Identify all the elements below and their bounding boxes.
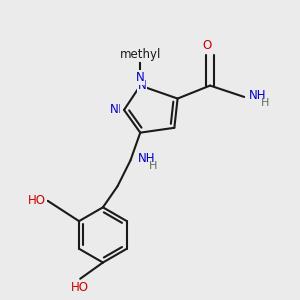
Text: O: O (203, 39, 212, 52)
Text: HO: HO (28, 194, 46, 207)
Text: N: N (136, 71, 145, 84)
Text: H: H (149, 161, 158, 171)
Text: NH: NH (249, 89, 266, 102)
Text: NH: NH (138, 152, 155, 165)
Text: H: H (261, 98, 269, 108)
Text: N: N (111, 103, 120, 116)
Text: N: N (110, 103, 118, 116)
Text: methyl: methyl (120, 48, 161, 61)
Text: HO: HO (71, 281, 89, 294)
Text: N: N (137, 79, 146, 92)
